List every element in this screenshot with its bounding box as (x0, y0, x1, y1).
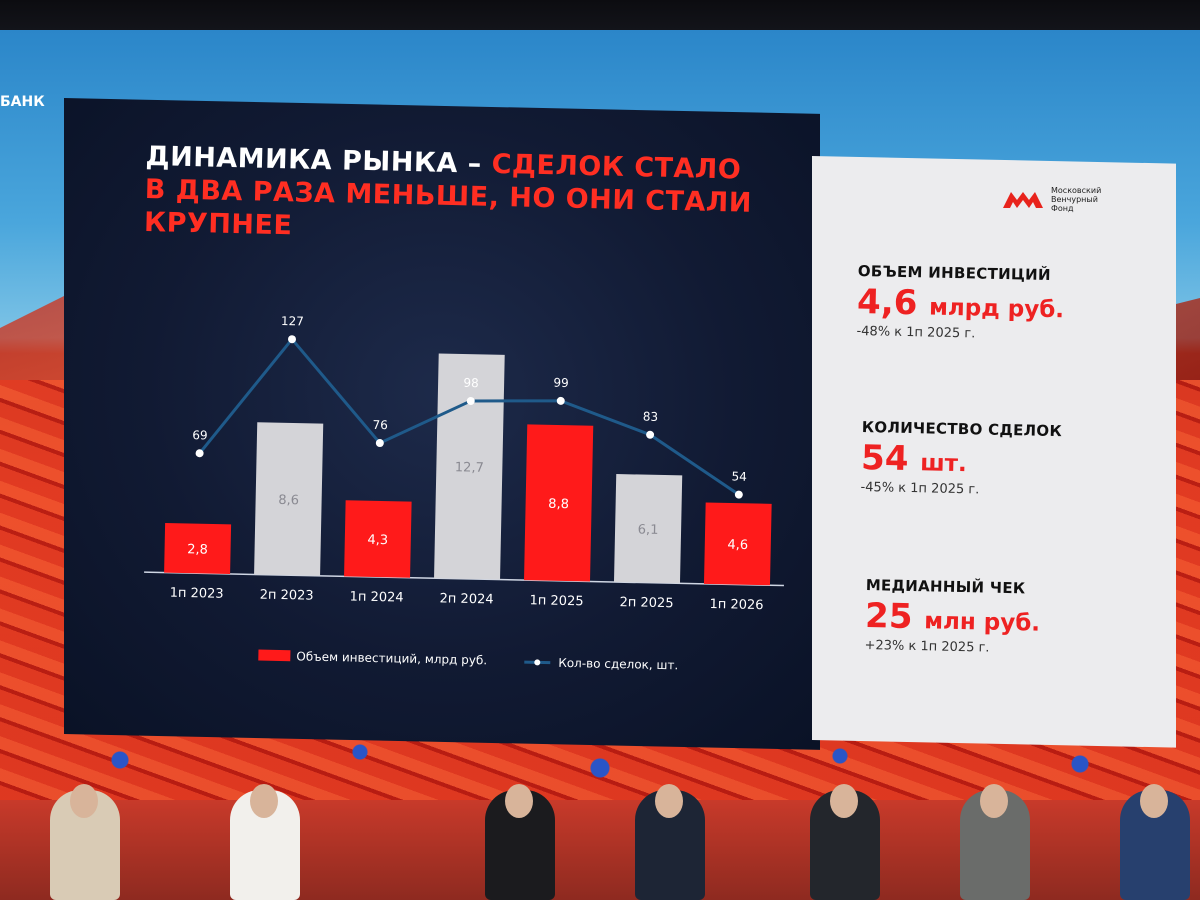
bar-value-label: 8,8 (548, 497, 569, 512)
x-tick-label: 1п 2025 (529, 593, 583, 609)
bar-investment (613, 474, 683, 584)
x-tick-label: 2п 2024 (439, 591, 493, 607)
panelist-1 (50, 784, 120, 900)
bar-investment (703, 502, 772, 586)
bank-partial-text: БАНК (0, 94, 45, 110)
bar-investment (164, 523, 232, 574)
legend-line-dot (534, 659, 541, 666)
bar-value-label: 6,1 (638, 522, 659, 537)
stat-label: ОБЪЕМ ИНВЕСТИЦИЙ (857, 262, 1052, 285)
stat-label: МЕДИАННЫЙ ЧЕК (865, 576, 1026, 598)
stat-unit: млн руб. (923, 608, 1041, 637)
panelist-5 (810, 784, 880, 900)
line-point (195, 449, 204, 458)
bar-value-label: 8,6 (278, 493, 299, 508)
logo-line-3: Фонд (1051, 204, 1074, 213)
x-tick-label: 2п 2025 (619, 595, 673, 611)
line-value-label: 99 (553, 376, 569, 390)
line-point (288, 335, 297, 344)
line-value-label: 83 (643, 410, 659, 424)
slide-title: ДИНАМИКА РЫНКА – СДЕЛОК СТАЛО В ДВА РАЗА… (144, 140, 806, 254)
legend-bar-label: Объем инвестиций, млрд руб. (296, 649, 487, 667)
logo-line-2: Венчурный (1051, 195, 1098, 204)
x-tick-label: 1п 2024 (349, 589, 403, 605)
line-point (734, 490, 743, 499)
stat-number: 25 (864, 595, 913, 637)
bar-value-label: 12,7 (455, 460, 484, 476)
stat-investment-volume: ОБЪЕМ ИНВЕСТИЦИЙ 4,6 млрд руб. -48% к 1п… (856, 262, 1065, 343)
panelist-7 (1120, 784, 1190, 900)
panelist-6 (960, 784, 1030, 900)
x-tick-label: 2п 2023 (259, 588, 313, 604)
title-red-part-3: КРУПНЕЕ (143, 206, 293, 242)
x-tick-label: 1п 2023 (169, 586, 223, 602)
bar-investment (344, 500, 412, 578)
line-point (375, 439, 384, 448)
legend-bar-swatch (258, 649, 291, 662)
mvf-logo-text: Московский Венчурный Фонд (1051, 186, 1101, 213)
mvf-logo: Московский Венчурный Фонд (1003, 186, 1101, 213)
stat-value: 25 млн руб. (865, 596, 1041, 640)
bar-investment (254, 422, 324, 576)
legend-line-label: Кол-во сделок, шт. (558, 656, 678, 673)
line-point (646, 430, 655, 439)
market-dynamics-chart: 2,8 1п 2023 8,6 2п 2023 4,3 1п 2024 12,7 2п 202… (144, 314, 784, 673)
stat-median-check: МЕДИАННЫЙ ЧЕК 25 млн руб. +23% к 1п 2025… (864, 576, 1041, 657)
x-tick-label: 1п 2026 (709, 597, 763, 613)
bar-investment (524, 424, 594, 582)
stat-label: КОЛИЧЕСТВО СДЕЛОК (861, 418, 1063, 441)
stat-unit: шт. (919, 450, 967, 478)
line-value-label: 69 (192, 428, 208, 442)
line-point (466, 396, 475, 405)
logo-line-1: Московский (1051, 186, 1102, 195)
bar-value-label: 4,6 (727, 538, 748, 553)
mvf-logo-mark-icon (1003, 191, 1043, 208)
panelist-2 (230, 784, 300, 900)
line-value-label: 76 (372, 418, 388, 432)
panelist-4 (635, 784, 705, 900)
bar-value-label: 2,8 (187, 542, 208, 557)
line-point (556, 396, 565, 405)
line-value-label: 127 (281, 314, 304, 328)
panelist-3 (485, 784, 555, 900)
stat-number: 4,6 (856, 281, 918, 324)
line-value-label: 98 (463, 376, 479, 390)
title-red-part-1: СДЕЛОК СТАЛО (491, 148, 742, 186)
stat-deal-count: КОЛИЧЕСТВО СДЕЛОК 54 шт. -45% к 1п 2025 … (860, 418, 1062, 499)
stat-number: 54 (860, 437, 909, 479)
line-value-label: 54 (731, 469, 747, 483)
title-white-part: ДИНАМИКА РЫНКА – (145, 140, 483, 180)
stat-value: 4,6 млрд руб. (857, 282, 1065, 326)
bar-value-label: 4,3 (367, 533, 388, 548)
stat-unit: млрд руб. (928, 294, 1065, 324)
stat-value: 54 шт. (861, 438, 1062, 482)
